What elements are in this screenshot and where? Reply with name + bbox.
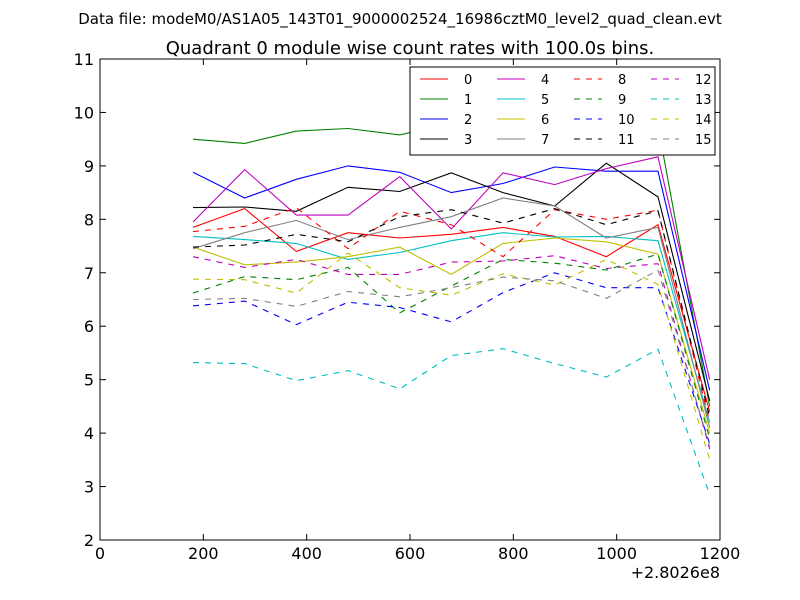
legend-label-0: 0 <box>464 73 472 88</box>
x-tick-label: 800 <box>498 544 529 563</box>
y-tick-label: 7 <box>84 264 94 283</box>
legend-label-3: 3 <box>464 133 472 148</box>
series-line-11 <box>192 208 711 418</box>
legend-label-2: 2 <box>464 113 472 128</box>
series-line-2 <box>192 165 711 391</box>
x-tick-label: 200 <box>188 544 219 563</box>
legend-label-11: 11 <box>618 133 635 148</box>
x-tick-label: 1200 <box>700 544 741 563</box>
series-line-4 <box>192 156 711 380</box>
y-tick-label: 6 <box>84 317 94 336</box>
series-line-7 <box>192 197 711 428</box>
y-tick-label: 5 <box>84 371 94 390</box>
y-tick-label: 4 <box>84 424 94 443</box>
series-line-8 <box>192 206 711 423</box>
legend-label-8: 8 <box>618 73 626 88</box>
y-tick-label: 9 <box>84 157 94 176</box>
series-layer <box>192 111 711 495</box>
series-line-6 <box>192 237 711 434</box>
series-line-10 <box>192 272 711 444</box>
legend-box <box>409 66 716 156</box>
x-tick-label: 1000 <box>596 544 637 563</box>
legend-label-13: 13 <box>695 93 712 108</box>
legend-label-6: 6 <box>541 113 549 128</box>
legend-label-9: 9 <box>618 93 626 108</box>
y-tick-label: 3 <box>84 478 94 497</box>
y-tick-label: 10 <box>74 103 94 122</box>
legend-label-15: 15 <box>695 133 712 148</box>
series-line-13 <box>192 348 711 495</box>
x-axis-offset-label: +2.8026e8 <box>631 563 720 582</box>
legend-label-12: 12 <box>695 73 712 88</box>
series-line-15 <box>192 269 711 447</box>
chart-suptitle: Data file: modeM0/AS1A05_143T01_90000025… <box>78 10 722 29</box>
legend-label-1: 1 <box>464 93 472 108</box>
chart-title: Quadrant 0 module wise count rates with … <box>166 38 655 59</box>
y-tick-label: 8 <box>84 210 94 229</box>
series-line-9 <box>192 253 711 439</box>
series-line-14 <box>192 252 711 460</box>
series-line-1 <box>192 111 711 407</box>
legend-label-10: 10 <box>618 113 635 128</box>
legend-label-5: 5 <box>541 93 549 108</box>
x-tick-label: 400 <box>291 544 322 563</box>
series-line-5 <box>192 232 711 423</box>
legend-label-7: 7 <box>541 133 549 148</box>
series-line-3 <box>192 162 711 402</box>
y-tick-label: 11 <box>74 50 94 69</box>
legend-label-14: 14 <box>695 113 712 128</box>
series-line-12 <box>192 255 711 450</box>
y-tick-label: 2 <box>84 531 94 550</box>
x-tick-label: 0 <box>95 544 105 563</box>
legend-label-4: 4 <box>541 73 549 88</box>
x-tick-label: 600 <box>395 544 426 563</box>
